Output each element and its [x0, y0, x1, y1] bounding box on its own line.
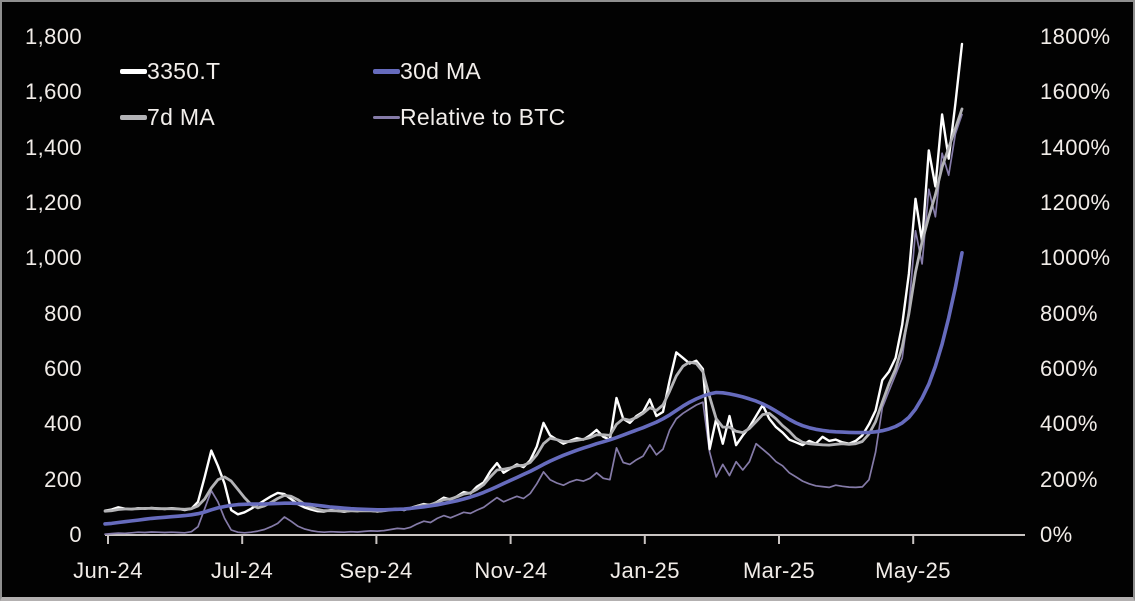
legend-swatch [373, 115, 400, 119]
y-axis-right-label: 1200% [1040, 190, 1111, 215]
x-axis-label: Jun-24 [73, 558, 143, 583]
y-axis-right-label: 600% [1040, 356, 1098, 381]
series-line-30d-ma [103, 251, 964, 526]
x-axis-label: Mar-25 [742, 558, 816, 583]
y-axis-left-label: 400 [44, 411, 82, 436]
legend-swatch [120, 114, 147, 120]
x-axis-label: Jan-25 [610, 558, 680, 583]
y-axis-left-label: 800 [44, 301, 82, 326]
y-axis-left-label: 0 [69, 522, 82, 547]
y-axis-left-label: 600 [44, 356, 82, 381]
legend-label: 3350.T [147, 57, 221, 84]
x-axis-label: Sep-24 [339, 558, 413, 583]
legend-swatch [120, 68, 147, 74]
y-axis-right-label: 800% [1040, 301, 1098, 326]
y-axis-right-label: 400% [1040, 411, 1098, 436]
y-axis-right-label: 1400% [1040, 135, 1111, 160]
y-axis-left-label: 1,000 [24, 245, 82, 270]
series-line-relative-to-btc [104, 113, 963, 536]
y-axis-left-label: 1,800 [24, 24, 82, 49]
series-line-3350-t [103, 42, 964, 516]
x-axis-label: Nov-24 [474, 558, 548, 583]
legend-item-relative-to-btc: Relative to BTC [373, 102, 566, 132]
legend-label: 30d MA [400, 57, 482, 84]
y-axis-left-label: 1,600 [24, 79, 82, 104]
legend-item-3350-t: 3350.T [120, 56, 220, 86]
y-axis-left-label: 1,400 [24, 135, 82, 160]
x-axis-label: Jul-24 [210, 558, 274, 583]
y-axis-right-label: 0% [1040, 522, 1073, 547]
y-axis-right-label: 1800% [1040, 24, 1111, 49]
legend-swatch [373, 68, 400, 74]
x-axis-label: May-25 [875, 558, 951, 583]
legend-item-7d-ma: 7d MA [120, 102, 215, 132]
series-line-7d-ma [103, 107, 964, 513]
legend-label: Relative to BTC [400, 103, 566, 130]
y-axis-right-label: 1000% [1040, 245, 1111, 270]
y-axis-right-label: 200% [1040, 467, 1098, 492]
y-axis-left-label: 1,200 [24, 190, 82, 215]
legend-item-30d-ma: 30d MA [373, 56, 481, 86]
legend-label: 7d MA [147, 103, 215, 130]
y-axis-right-label: 1600% [1040, 79, 1111, 104]
y-axis-left-label: 200 [44, 467, 82, 492]
